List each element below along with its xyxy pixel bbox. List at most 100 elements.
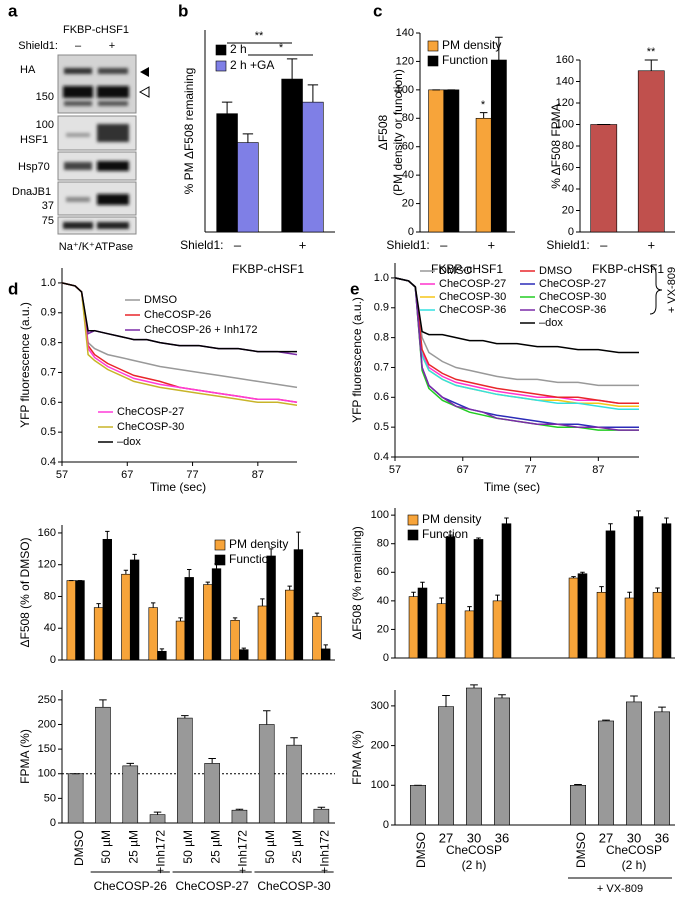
error-bar bbox=[241, 647, 247, 650]
error-bar bbox=[132, 553, 137, 560]
bands bbox=[64, 161, 129, 171]
bar bbox=[302, 101, 324, 233]
bar bbox=[75, 580, 85, 661]
series-line bbox=[61, 282, 298, 407]
y-tick-label: 20 bbox=[377, 623, 389, 635]
x-tick-label: 25 µM bbox=[126, 830, 140, 864]
y-tick-label: 140 bbox=[396, 27, 414, 39]
bar bbox=[257, 605, 268, 661]
legend-swatch bbox=[215, 60, 227, 72]
y-tick-label: 40 bbox=[562, 183, 574, 195]
panel-letter: e bbox=[350, 279, 359, 298]
y-tick-label: 60 bbox=[402, 141, 414, 153]
bar bbox=[66, 580, 76, 661]
error-bar bbox=[290, 737, 298, 746]
x-tick-label: 30 bbox=[627, 830, 641, 845]
annotation: + VX-809 bbox=[666, 267, 678, 313]
bar bbox=[633, 516, 644, 659]
y-axis-label: YFP fluorescence (a.u.) bbox=[18, 302, 32, 428]
y-tick-label: 0.4 bbox=[41, 456, 56, 468]
error-bar bbox=[153, 811, 162, 815]
legend-swatch bbox=[407, 514, 419, 526]
legend-label: Function bbox=[422, 527, 468, 541]
group-label: (2 h) bbox=[462, 858, 487, 872]
y-axis-label: YFP fluorescence (a.u.) bbox=[350, 297, 364, 423]
bar bbox=[148, 607, 158, 661]
band bbox=[98, 68, 128, 74]
x-tick-label: + bbox=[647, 237, 655, 252]
error-bar bbox=[187, 568, 192, 578]
y-tick-label: 120 bbox=[396, 55, 414, 67]
x-axis-label: FKBP-cHSF1 bbox=[431, 262, 503, 276]
error-bar bbox=[504, 517, 509, 524]
size-marker: 75 bbox=[42, 215, 54, 227]
row-label: HSF1 bbox=[20, 134, 48, 146]
x-tick-label: 36 bbox=[495, 830, 509, 845]
panel-letter: b bbox=[178, 1, 188, 20]
x-tick-label: 50 µM bbox=[99, 830, 113, 864]
bar bbox=[577, 573, 588, 659]
bar bbox=[445, 536, 456, 659]
x-axis-label: Time (sec) bbox=[150, 480, 206, 494]
x-tick-label: 77 bbox=[524, 464, 536, 476]
bar bbox=[437, 706, 454, 826]
y-tick-label: 100 bbox=[371, 509, 389, 521]
x-tick-label: 27 bbox=[439, 830, 453, 845]
x-tick-label: 87 bbox=[592, 464, 604, 476]
series-line bbox=[394, 277, 639, 354]
legend-label: Function bbox=[229, 552, 275, 566]
condition: – bbox=[75, 40, 82, 52]
legend-label: DMSO bbox=[439, 265, 472, 277]
x-prefix: Shield1: bbox=[180, 238, 223, 252]
bar bbox=[473, 539, 484, 659]
bar bbox=[465, 687, 482, 826]
y-tick-label: 80 bbox=[402, 112, 414, 124]
group-label: CheCOSP-26 bbox=[94, 879, 168, 893]
bar bbox=[652, 591, 663, 659]
y-tick-label: 200 bbox=[371, 739, 389, 751]
legend-label: CheCOSP-30 bbox=[539, 291, 606, 303]
legend-swatch bbox=[427, 55, 439, 67]
bar bbox=[321, 648, 331, 661]
annotation: + VX-809 bbox=[597, 883, 643, 895]
x-tick-label: 57 bbox=[56, 469, 68, 481]
x-tick-label: 25 µM bbox=[208, 830, 222, 864]
x-tick-label: 77 bbox=[186, 469, 198, 481]
x-tick-label: 67 bbox=[121, 469, 133, 481]
series-line bbox=[394, 277, 639, 431]
legend-label: CheCOSP-27 bbox=[117, 406, 184, 418]
error-bar bbox=[470, 684, 478, 689]
x-tick-label: 50 µM bbox=[263, 830, 277, 864]
bar bbox=[313, 808, 330, 824]
error-bar bbox=[467, 606, 472, 611]
row-label: Na⁺/K⁺ATPase bbox=[59, 241, 133, 253]
bar bbox=[625, 701, 642, 826]
bar bbox=[436, 603, 447, 659]
bar bbox=[266, 555, 276, 661]
legend-swatch bbox=[214, 539, 226, 551]
error-bar bbox=[208, 757, 216, 764]
blot-title: FKBP-cHSF1 bbox=[63, 24, 129, 36]
error-bar bbox=[150, 602, 156, 608]
y-tick-label: 120 bbox=[38, 559, 56, 571]
bands bbox=[66, 194, 129, 205]
band bbox=[66, 197, 90, 202]
band bbox=[64, 162, 92, 170]
bar bbox=[211, 568, 222, 661]
band bbox=[66, 133, 90, 137]
error-bar bbox=[159, 648, 165, 652]
y-tick-label: 150 bbox=[38, 743, 56, 755]
band bbox=[64, 68, 92, 74]
legend-swatch bbox=[214, 554, 226, 566]
panel-letter: a bbox=[8, 1, 18, 20]
error-bar bbox=[286, 58, 298, 80]
error-bar bbox=[323, 644, 328, 649]
error-bar bbox=[242, 133, 254, 143]
legend-label: PM density bbox=[229, 537, 288, 551]
legend-label: DMSO bbox=[144, 294, 177, 306]
bar bbox=[93, 607, 104, 661]
bar bbox=[216, 113, 238, 233]
y-tick-label: 0 bbox=[568, 226, 574, 238]
y-tick-label: 160 bbox=[38, 527, 56, 539]
bar bbox=[95, 706, 111, 824]
